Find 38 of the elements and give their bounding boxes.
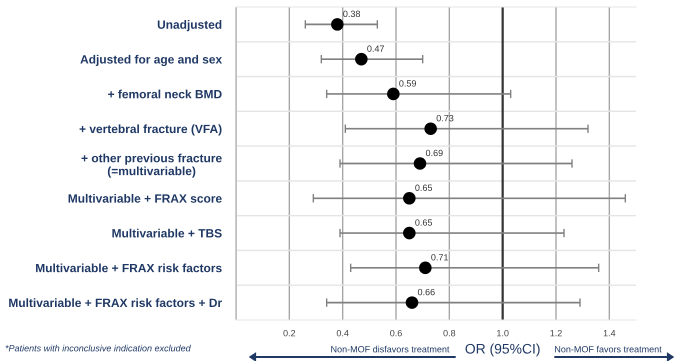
point: [403, 226, 416, 240]
x-tick-label: 0.4: [336, 330, 349, 336]
x-tick-label: 1.2: [550, 330, 562, 336]
y-tick-label: Multivariable + FRAX score: [68, 194, 222, 203]
point: [419, 262, 432, 274]
y-tick-label: + other previous fracture (=multivariable): [82, 154, 222, 178]
y-tick-label: Multivariable + FRAX risk factors + Dr: [9, 298, 222, 308]
text: *Patients with inconclusive indication excluded: [6, 344, 191, 352]
y-tick-label: Adjusted for age and sex: [80, 54, 222, 66]
data-label: 0.65: [415, 219, 432, 226]
point: [403, 192, 416, 205]
data-label: 0.65: [415, 184, 432, 191]
x-tick-label: 0.2: [283, 330, 296, 336]
point: [331, 18, 344, 31]
y-tick-label: + vertebral fracture (VFA): [80, 124, 222, 136]
x-tick-label: 1.0: [497, 330, 509, 336]
x-tick-label: 0.8: [443, 330, 456, 336]
data-label: 0.69: [426, 150, 443, 156]
text: Non-MOF favors treatment: [555, 346, 662, 352]
y-tick-label: Multivariable + FRAX risk factors: [36, 264, 222, 272]
data-label: 0.47: [367, 45, 384, 52]
data-label: 0.38: [343, 10, 360, 18]
point: [355, 52, 368, 66]
point: [406, 296, 418, 309]
x-tick-label: 0.6: [390, 330, 402, 336]
text: Non-MOF disfavors treatment: [331, 346, 450, 352]
x-tick-label: 1.4: [604, 330, 616, 336]
y-tick-label: + femoral neck BMD: [108, 90, 222, 98]
point: [414, 157, 426, 170]
point: [424, 122, 437, 135]
data-label: 0.59: [399, 80, 416, 87]
data-label: 0.73: [436, 114, 454, 122]
data-label: 0.66: [418, 288, 435, 296]
data-label: 0.71: [431, 254, 448, 260]
x-axis-title: OR (95%CI): [466, 343, 540, 356]
y-tick-label: Unadjusted: [158, 20, 222, 32]
y-tick-label: Multivariable + TBS: [112, 228, 222, 238]
point: [387, 88, 400, 100]
